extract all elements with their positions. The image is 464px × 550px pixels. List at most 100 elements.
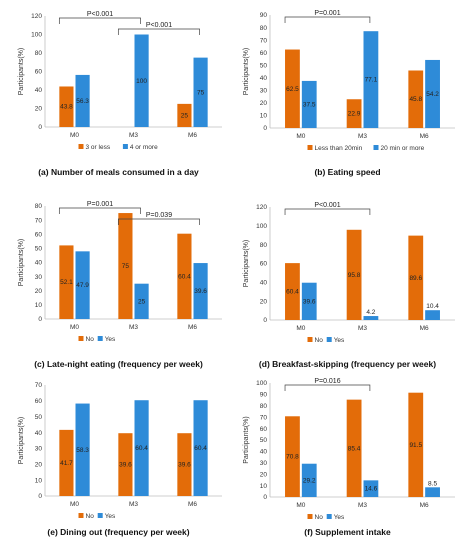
legend-entry: Less than 20min (315, 145, 363, 152)
legend-entry: Yes (105, 336, 116, 343)
data-label: 45.8 (409, 96, 422, 103)
legend-swatch (307, 337, 313, 342)
x-tick-label: M6 (420, 502, 429, 509)
significance-bracket (58, 207, 141, 214)
data-label: 60.4 (286, 289, 299, 296)
y-tick-label: 120 (31, 13, 42, 20)
bar-b-m6-s1 (408, 70, 424, 128)
bar-d-m6-s2 (425, 310, 440, 320)
y-tick-label: 70 (35, 217, 43, 224)
bar-e-m3-s2 (134, 400, 149, 496)
x-tick-label: M6 (188, 501, 197, 508)
y-tick-label: 100 (256, 223, 267, 230)
x-tick-label: M0 (70, 501, 79, 508)
chart-panel-f: 0 10 20 30 40 50 60 70 80 90 100 Participants(%) 70.… (243, 378, 455, 537)
y-tick-label: 80 (260, 242, 268, 249)
x-tick-label: M3 (129, 132, 138, 139)
chart-panel-d: 0 20 40 60 80 100 120 Participants(%) 60.4 39.6 M0… (243, 202, 455, 369)
bar-f-m3-s1 (346, 399, 362, 497)
data-label: 39.6 (194, 288, 207, 295)
bar-b-m0-s1 (285, 49, 300, 128)
legend-swatch (326, 514, 332, 519)
data-label: 39.6 (119, 462, 132, 469)
legend-swatch (97, 336, 103, 341)
y-tick-label: 20 (260, 100, 268, 107)
y-tick-label: 80 (35, 203, 43, 210)
y-tick-label: 90 (260, 392, 268, 399)
data-label: 4.2 (366, 309, 375, 316)
data-label: 10.4 (426, 303, 439, 310)
p-value-label: P<0.001 (314, 202, 340, 209)
legend-entry: No (315, 514, 324, 521)
panel-caption: (e) Dining out (frequency per week) (47, 527, 189, 537)
bar-f-m3-s2 (363, 480, 379, 497)
y-tick-label: 30 (35, 446, 43, 453)
data-label: 58.3 (76, 447, 89, 454)
data-label: 8.5 (428, 480, 437, 487)
legend-swatch (307, 145, 313, 150)
chart-panel-e: 0 10 20 30 40 50 60 70 Participants(%) 41.758.3 M0… (18, 382, 222, 537)
bar-a-m0-s1 (59, 86, 74, 127)
significance-bracket (117, 28, 200, 35)
bar-b-m3-s1 (346, 99, 362, 128)
significance-bracket (58, 17, 141, 24)
chart-panel-c: 0 10 20 30 40 50 60 70 80 Participants(%) 52.1 47.9… (18, 201, 222, 369)
legend-entry: Yes (334, 337, 345, 344)
bar-d-m0-s1 (285, 263, 300, 320)
bar-d-m6-s1 (408, 235, 424, 320)
bar-e-m0-s2 (75, 403, 90, 496)
bar-b-m0-s2 (301, 80, 317, 128)
bar-c-m6-s2 (193, 263, 208, 319)
legend-entry: 20 min or more (381, 145, 425, 152)
data-label: 70.8 (286, 454, 299, 461)
x-tick-label: M3 (129, 324, 138, 331)
panel-caption: (d) Breakfast-skipping (frequency per we… (259, 359, 436, 369)
x-tick-label: M6 (188, 324, 197, 331)
bar-a-m6-s2 (193, 57, 208, 127)
y-axis-label: Participants(%) (18, 48, 25, 95)
y-tick-label: 30 (35, 274, 43, 281)
bar-e-m0-s1 (59, 429, 74, 496)
data-label: 77.1 (365, 77, 378, 84)
y-tick-label: 90 (260, 12, 268, 19)
y-tick-label: 40 (35, 430, 43, 437)
data-label: 60.4 (178, 273, 191, 280)
legend-swatch (326, 337, 332, 342)
y-tick-label: 40 (35, 260, 43, 267)
y-tick-label: 80 (35, 50, 43, 57)
panel-caption: (c) Late-night eating (frequency per wee… (34, 359, 203, 369)
p-value-label: P=0.016 (314, 378, 340, 385)
legend-entry: 4 or more (130, 144, 158, 151)
panel-caption: (a) Number of meals consumed in a day (38, 167, 199, 177)
data-label: 75 (197, 89, 205, 96)
y-tick-label: 40 (260, 75, 268, 82)
x-tick-label: M6 (188, 132, 197, 139)
y-axis-label: Participants(%) (18, 417, 25, 464)
data-label: 41.7 (60, 460, 73, 467)
legend-entry: 3 or less (86, 144, 111, 151)
p-value-label: P<0.001 (87, 11, 113, 18)
x-tick-label: M0 (70, 324, 79, 331)
legend-entry: No (86, 513, 95, 520)
data-label: 95.8 (348, 272, 361, 279)
y-tick-label: 70 (35, 382, 43, 389)
bar-e-m3-s1 (118, 433, 133, 496)
y-tick-label: 10 (35, 477, 43, 484)
data-label: 56.3 (76, 98, 89, 105)
y-tick-label: 0 (263, 125, 267, 132)
data-label: 60.4 (135, 445, 148, 452)
y-tick-label: 60 (35, 398, 43, 405)
x-tick-label: M3 (129, 501, 138, 508)
legend-entry: Yes (334, 514, 345, 521)
y-axis-label: Participants(%) (243, 416, 250, 463)
data-label: 62.5 (286, 86, 299, 93)
y-tick-label: 0 (263, 317, 267, 324)
data-label: 39.6 (178, 462, 191, 469)
bar-d-m0-s2 (301, 282, 317, 320)
legend-swatch (373, 145, 379, 150)
data-label: 22.9 (348, 111, 361, 118)
legend-entry: No (315, 337, 324, 344)
y-axis-label: Participants(%) (243, 240, 250, 287)
data-label: 47.9 (76, 282, 89, 289)
